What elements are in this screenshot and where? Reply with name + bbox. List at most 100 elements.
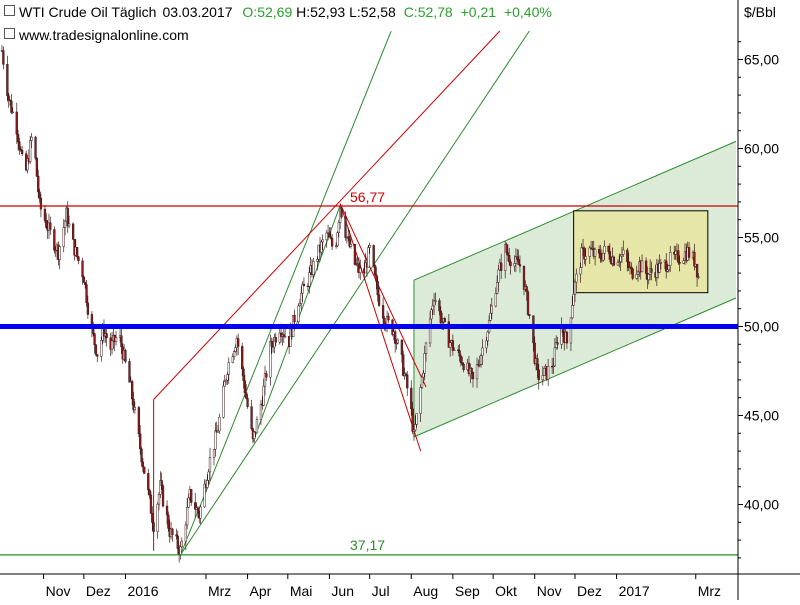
- candle: [597, 245, 601, 259]
- candle-body: [11, 111, 14, 113]
- candle-body: [513, 263, 516, 267]
- candle: [395, 339, 398, 350]
- candle: [348, 230, 351, 248]
- candle: [481, 339, 484, 366]
- candle: [207, 468, 210, 485]
- candle: [627, 252, 630, 271]
- candle: [96, 354, 99, 363]
- candle: [316, 256, 319, 271]
- candle: [402, 350, 405, 377]
- candle: [143, 466, 146, 474]
- candle: [308, 266, 311, 294]
- candle-body: [85, 284, 88, 304]
- candle: [242, 366, 245, 389]
- candle-body: [579, 267, 582, 275]
- candle: [38, 188, 41, 203]
- checkbox-icon[interactable]: [4, 5, 15, 16]
- candle-body: [308, 272, 311, 287]
- candle-body: [406, 374, 409, 389]
- candle: [431, 299, 434, 316]
- candle: [381, 297, 385, 325]
- candle-body: [631, 268, 634, 279]
- candle-body: [18, 141, 21, 150]
- candle-body: [647, 273, 650, 281]
- candle-body: [518, 264, 522, 267]
- candle: [75, 246, 79, 260]
- candle: [11, 107, 14, 115]
- candle-body: [693, 251, 696, 267]
- candle: [647, 273, 650, 285]
- candle-body: [449, 342, 452, 348]
- candle: [434, 292, 437, 306]
- candle: [140, 447, 143, 467]
- candle-body: [301, 283, 304, 294]
- candle-body: [489, 312, 492, 321]
- candle-body: [505, 244, 508, 253]
- candle-body: [593, 249, 597, 257]
- candle: [508, 247, 511, 266]
- candle-body: [26, 158, 29, 171]
- candle: [340, 207, 343, 219]
- candle-body: [368, 245, 371, 248]
- change-pct-value: +0,40%: [503, 4, 552, 20]
- candle: [100, 336, 103, 362]
- candle: [243, 374, 247, 397]
- candle-body: [573, 281, 577, 295]
- candle-body: [381, 305, 385, 319]
- checkbox-icon[interactable]: [4, 28, 15, 39]
- candle-body: [375, 274, 378, 282]
- y-tick-label: 60,00: [744, 141, 779, 157]
- candle-body: [666, 269, 669, 272]
- candle: [406, 370, 409, 396]
- candle-body: [348, 236, 351, 247]
- candle: [133, 401, 136, 414]
- candle: [330, 233, 334, 251]
- candle-body: [165, 505, 169, 516]
- candle: [301, 281, 304, 302]
- candle: [203, 479, 206, 508]
- candle: [7, 93, 10, 108]
- candle: [618, 253, 621, 268]
- candle: [349, 239, 353, 249]
- candle-body: [34, 136, 37, 159]
- candle-body: [243, 380, 247, 393]
- candle-body: [622, 249, 625, 255]
- candle: [273, 333, 276, 354]
- candle-body: [152, 522, 155, 532]
- candle-body: [196, 507, 200, 514]
- candle: [359, 259, 362, 280]
- candle-body: [270, 341, 273, 347]
- candle: [415, 413, 418, 428]
- candle-body: [330, 237, 334, 247]
- candle: [282, 327, 285, 343]
- candle: [53, 226, 56, 254]
- candle-body: [199, 506, 202, 519]
- candle: [571, 296, 574, 320]
- candle-body: [157, 494, 161, 505]
- candle-body: [110, 340, 114, 350]
- candle-body: [395, 342, 398, 345]
- candle: [223, 374, 226, 387]
- candle-body: [222, 385, 225, 418]
- candle-body: [640, 260, 644, 273]
- candle: [458, 344, 461, 362]
- candle: [674, 245, 677, 260]
- candle-body: [658, 263, 661, 273]
- candle-body: [2, 50, 5, 65]
- candle-body: [190, 489, 193, 503]
- candle: [635, 265, 638, 280]
- x-tick-label: Nov: [537, 583, 562, 599]
- candle-body: [412, 429, 416, 432]
- candle: [227, 357, 230, 384]
- candle-body: [588, 247, 591, 257]
- candle-body: [84, 282, 87, 285]
- candle-body: [650, 268, 653, 273]
- candle-body: [19, 149, 22, 151]
- candle-body: [329, 236, 332, 239]
- trend-line-long: [180, 30, 530, 556]
- candle-body: [37, 176, 40, 193]
- candle-body: [522, 265, 526, 290]
- candle: [157, 492, 161, 511]
- candle: [262, 378, 265, 407]
- candle: [682, 257, 685, 264]
